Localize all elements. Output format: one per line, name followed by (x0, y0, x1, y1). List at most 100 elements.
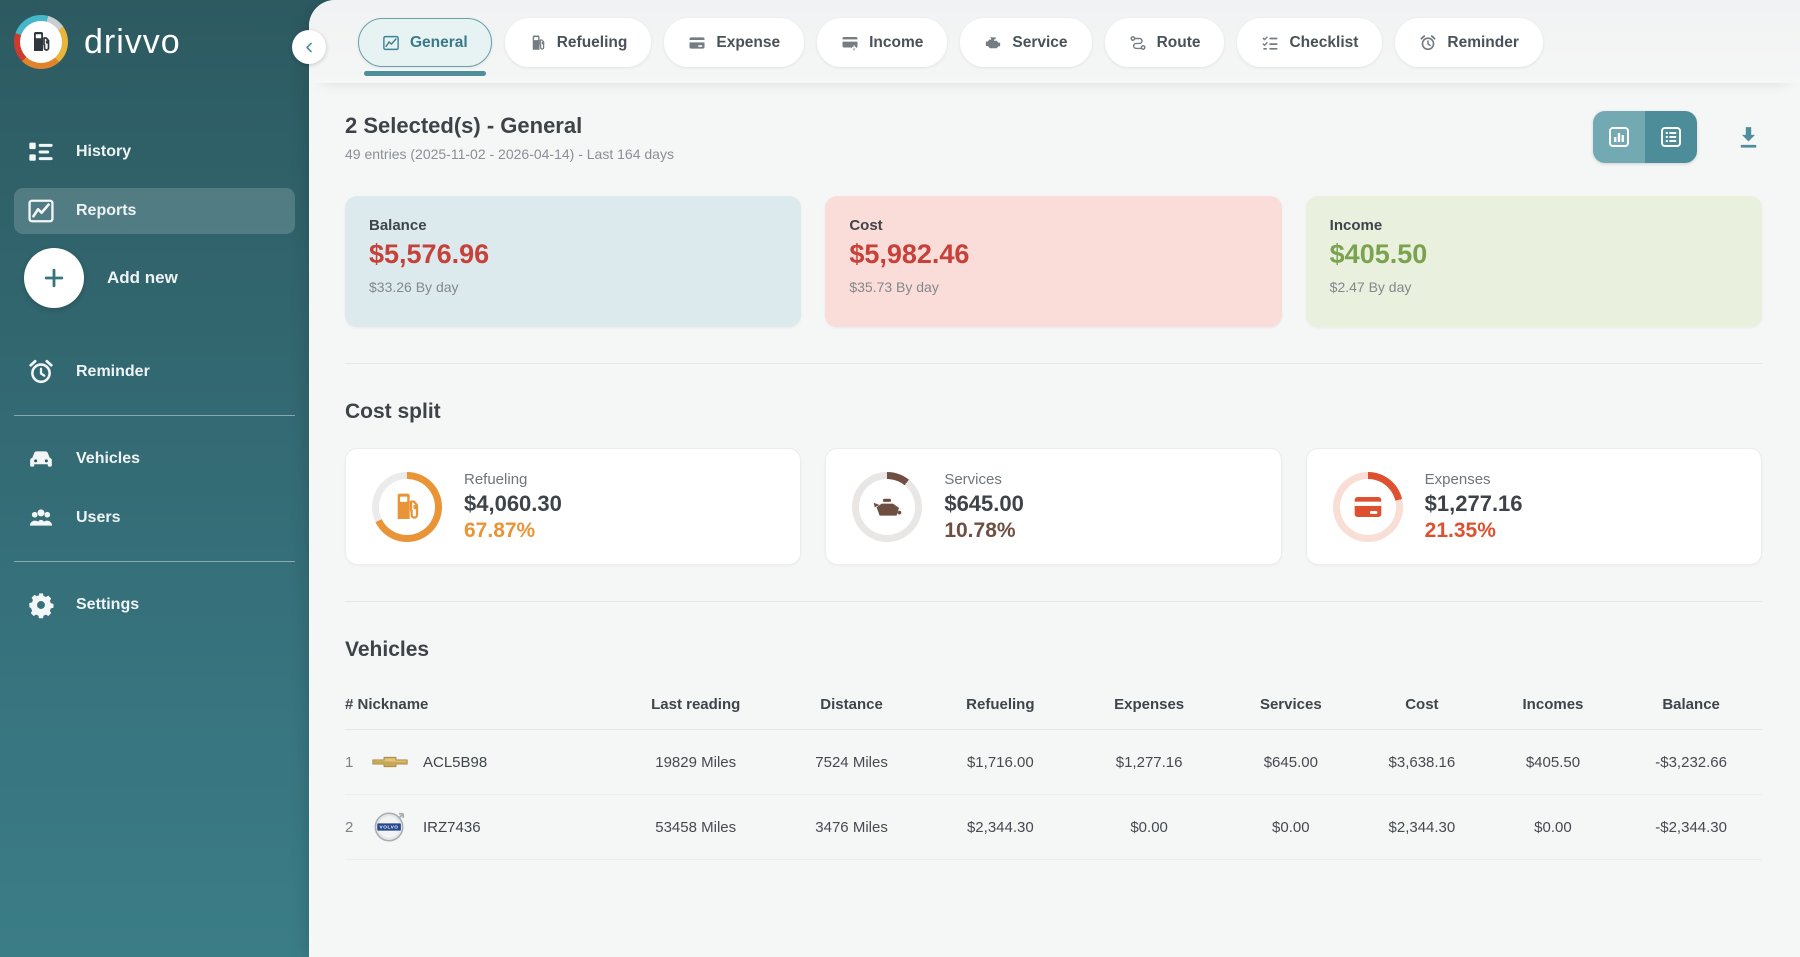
summary-label: Income (1329, 217, 1383, 234)
nav-icon (27, 197, 55, 225)
plus-icon (24, 248, 84, 308)
tab-route[interactable]: Route (1104, 18, 1225, 67)
tab-income[interactable]: Income (817, 18, 948, 67)
tab-label: Service (1012, 33, 1068, 51)
page-subtitle: 49 entries (2025-11-02 - 2026-04-14) - L… (345, 145, 674, 162)
table-cell: $645.00 (1223, 729, 1359, 795)
column-header: Incomes (1485, 684, 1621, 730)
split-label: Expenses (1424, 470, 1491, 488)
chart-view-button[interactable] (1593, 111, 1645, 163)
summary-card-income: Income $405.50 $2.47 By day (1305, 196, 1762, 327)
view-toggle (1593, 111, 1697, 163)
page-title: 2 Selected(s) - General (345, 112, 583, 138)
table-cell: $0.00 (1485, 794, 1621, 860)
tab-label: General (410, 33, 468, 51)
table-cell: 19829 Miles (614, 729, 778, 795)
report-header: 2 Selected(s) - General 49 entries (2025… (345, 111, 1762, 163)
sidebar-item-label: History (76, 143, 132, 160)
category-icon (852, 472, 922, 542)
volvo-logo (371, 810, 409, 844)
sidebar-item-users[interactable]: Users (14, 495, 295, 541)
vehicles-table: # Nickname Last reading Distance Refueling E… (345, 684, 1762, 860)
nav-icon (27, 591, 55, 619)
column-header: Balance (1620, 684, 1762, 730)
tab-reminder[interactable]: Reminder (1395, 18, 1543, 67)
split-value: $4,060.30 (464, 490, 562, 516)
sidebar-collapse-button[interactable] (292, 30, 326, 64)
download-button[interactable] (1735, 124, 1762, 151)
tab-label: Route (1156, 33, 1201, 51)
column-header: Expenses (1074, 684, 1224, 730)
tab-checklist[interactable]: Checklist (1237, 18, 1383, 67)
sidebar-nav: History Reports Add new Reminder Vehicle… (0, 129, 309, 628)
view-toggle-icon (1607, 125, 1631, 149)
summary-value: $405.50 (1329, 239, 1428, 269)
table-cell: $1,277.16 (1074, 729, 1224, 795)
table-cell: $3,638.16 (1358, 729, 1486, 795)
donut-ring (372, 471, 442, 542)
app-name: drivvo (84, 22, 181, 61)
tab-service[interactable]: Service (960, 18, 1092, 67)
column-header: # Nickname (345, 684, 615, 730)
tab-icon (529, 34, 547, 52)
chevrolet-logo (371, 745, 409, 779)
split-value: $1,277.16 (1424, 490, 1523, 516)
vehicles-table-body: 1 ACL5B98 19829 Miles 7524 Miles $1,716.00… (345, 729, 1762, 860)
tab-general[interactable]: General (358, 18, 492, 76)
table-cell: -$2,344.30 (1620, 794, 1762, 860)
tab-icon (1419, 34, 1437, 52)
table-cell: $1,716.00 (925, 729, 1075, 795)
sidebar-item-reports[interactable]: Reports (14, 188, 295, 234)
table-cell: 3476 Miles (777, 794, 926, 860)
summary-per-day: $33.26 By day (369, 279, 459, 295)
vehicle-nickname: IRZ7436 (423, 818, 481, 836)
sidebar-item-label: Vehicles (76, 450, 141, 467)
nav-icon (27, 138, 55, 166)
split-percent: 21.35% (1424, 518, 1496, 542)
sidebar-item-settings[interactable]: Settings (14, 582, 295, 628)
row-index: 2 (345, 818, 354, 836)
tab-label: Checklist (1289, 33, 1359, 51)
table-row[interactable]: 1 ACL5B98 19829 Miles 7524 Miles $1,716.00… (345, 729, 1762, 795)
split-label: Refueling (464, 470, 528, 488)
tab-icon (1129, 34, 1147, 52)
tab-expense[interactable]: Expense (664, 18, 805, 67)
vehicles-table-head-row: # Nickname Last reading Distance Refueling E… (345, 684, 1762, 730)
tab-label: Refueling (556, 33, 628, 51)
category-icon (372, 472, 442, 542)
column-header: Last reading (614, 684, 778, 730)
summary-per-day: $35.73 By day (849, 279, 939, 295)
summary-card-cost: Cost $5,982.46 $35.73 By day (825, 196, 1282, 327)
list-view-button[interactable] (1645, 111, 1697, 163)
sidebar: drivvo History Reports Add new Reminder … (0, 0, 309, 957)
summary-value: $5,982.46 (849, 239, 970, 269)
summary-value: $5,576.96 (369, 239, 490, 269)
sidebar-item-vehicles[interactable]: Vehicles (14, 436, 295, 482)
donut-ring (852, 471, 923, 542)
section-divider (345, 363, 1762, 364)
sidebar-divider (14, 415, 295, 416)
nav-icon (27, 358, 55, 386)
tab-refueling[interactable]: Refueling (504, 18, 652, 67)
summary-per-day: $2.47 By day (1329, 279, 1412, 295)
table-cell: $0.00 (1074, 794, 1224, 860)
cost-split-card-refueling: Refueling $4,060.30 67.87% (345, 448, 802, 565)
summary-label: Cost (849, 217, 883, 234)
sidebar-item-label: Reports (76, 202, 137, 219)
sidebar-item-history[interactable]: History (14, 129, 295, 175)
cost-split-card-services: Services $645.00 10.78% (825, 448, 1282, 565)
nav-icon (27, 504, 55, 532)
cost-split-cards: Refueling $4,060.30 67.87% Services $645… (345, 448, 1762, 565)
table-cell: $2,344.30 (925, 794, 1075, 860)
cost-split-heading: Cost split (345, 400, 441, 423)
category-icon (1333, 472, 1403, 542)
tab-icon (1261, 34, 1279, 52)
column-header: Cost (1358, 684, 1486, 730)
table-cell: -$3,232.66 (1620, 729, 1762, 795)
tab-label: Income (869, 33, 924, 51)
sidebar-item-add-new[interactable]: Add new (14, 247, 295, 309)
tab-label: Expense (716, 33, 781, 51)
sidebar-item-reminder[interactable]: Reminder (14, 349, 295, 395)
download-icon (1735, 124, 1762, 151)
table-row[interactable]: 2 IRZ7436 53458 Miles 3476 Miles $2,344.30… (345, 794, 1762, 860)
